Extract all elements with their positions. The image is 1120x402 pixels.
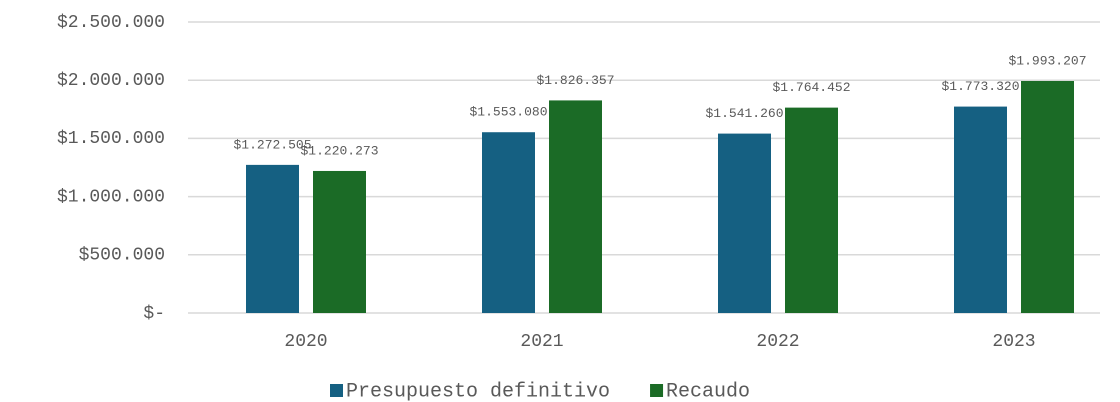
x-tick-label: 2023 xyxy=(992,332,1035,352)
data-label: $1.553.080 xyxy=(469,105,547,120)
y-tick-label: $1.000.000 xyxy=(57,187,165,207)
legend-swatch xyxy=(330,384,343,397)
x-tick-label: 2021 xyxy=(520,332,563,352)
bar xyxy=(549,100,602,313)
x-tick-label: 2020 xyxy=(284,332,327,352)
x-tick-label: 2022 xyxy=(756,332,799,352)
data-label: $1.826.357 xyxy=(536,73,614,88)
y-tick-label: $- xyxy=(143,304,165,324)
y-tick-label: $2.000.000 xyxy=(57,71,165,91)
bar xyxy=(1021,80,1074,313)
data-label: $1.541.260 xyxy=(705,106,783,121)
bar xyxy=(246,164,299,313)
data-label: $1.220.273 xyxy=(300,143,378,158)
bar xyxy=(954,106,1007,314)
data-label: $1.993.207 xyxy=(1008,53,1086,68)
legend-label: Recaudo xyxy=(666,380,750,402)
bar xyxy=(718,133,771,313)
data-label: $1.773.320 xyxy=(941,79,1019,94)
bar xyxy=(482,132,535,313)
data-label: $1.764.452 xyxy=(772,80,850,95)
legend-label: Presupuesto definitivo xyxy=(346,380,610,402)
bar xyxy=(313,170,366,313)
legend-swatch xyxy=(650,384,664,397)
y-tick-label: $500.000 xyxy=(79,246,165,266)
data-label: $1.272.505 xyxy=(233,137,311,152)
y-tick-label: $1.500.000 xyxy=(57,129,165,149)
bar xyxy=(785,107,838,313)
y-tick-label: $2.500.000 xyxy=(57,13,165,33)
